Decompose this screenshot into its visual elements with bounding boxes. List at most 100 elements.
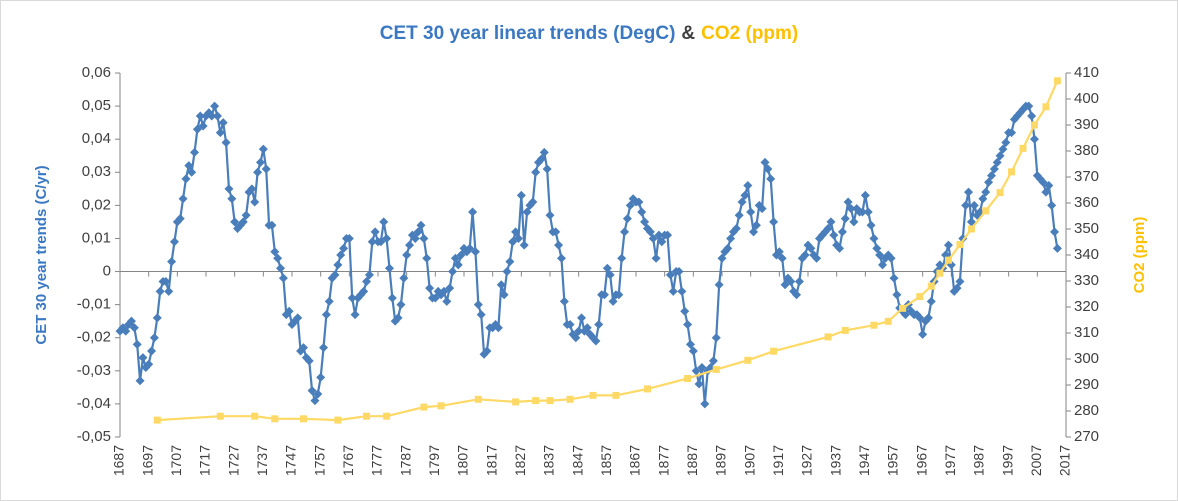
y-tick-label: 0,02 (82, 196, 111, 213)
x-tick-label: 1827 (512, 445, 528, 476)
y2-axis-title: CO2 (ppm) (1131, 217, 1148, 294)
title-part: CO2 (ppm) (701, 23, 798, 44)
data-point (1024, 101, 1034, 111)
data-point (726, 233, 736, 243)
data-point (1019, 144, 1027, 152)
data-point (470, 247, 480, 257)
y2-tick-label: 390 (1074, 116, 1099, 133)
data-point (955, 276, 965, 286)
data-point (241, 210, 251, 220)
data-point (565, 319, 575, 329)
data-point (258, 144, 268, 154)
data-point (734, 210, 744, 220)
title-part: & (681, 23, 695, 44)
data-point (1044, 181, 1054, 191)
data-point (866, 220, 876, 230)
data-point (875, 250, 885, 260)
data-point (566, 395, 574, 403)
y-tick-label: 0,03 (82, 163, 111, 180)
data-point (797, 253, 807, 263)
data-point (255, 157, 265, 167)
data-point (516, 190, 526, 200)
data-point (711, 333, 721, 343)
data-point (238, 217, 248, 227)
x-tick-label: 1727 (225, 445, 241, 476)
data-point (634, 197, 644, 207)
data-point (430, 293, 440, 303)
data-point (637, 207, 647, 217)
y2-tick-label: 350 (1074, 220, 1099, 237)
data-point (539, 147, 549, 157)
data-point (860, 190, 870, 200)
data-point (746, 207, 756, 217)
data-point (969, 200, 979, 210)
data-point (437, 402, 445, 410)
y2-tick-label: 360 (1074, 194, 1099, 211)
data-point (824, 333, 832, 341)
data-point (677, 286, 687, 296)
series-line (157, 80, 1059, 422)
data-point (556, 253, 566, 263)
data-point (792, 290, 802, 300)
data-point (878, 260, 888, 270)
data-point (482, 346, 492, 356)
data-point (399, 273, 409, 283)
data-point (770, 347, 778, 355)
x-tick-label: 1897 (713, 445, 729, 476)
data-point (448, 267, 458, 277)
x-tick-label: 1717 (197, 445, 213, 476)
data-point (654, 230, 664, 240)
data-point (247, 184, 257, 194)
data-point (869, 233, 879, 243)
data-point (513, 233, 523, 243)
data-point (812, 253, 822, 263)
data-point (210, 101, 220, 111)
data-point (744, 356, 752, 364)
data-point (674, 267, 684, 277)
data-point (336, 250, 346, 260)
data-point (155, 286, 165, 296)
data-point (468, 207, 478, 217)
x-tick-label: 1877 (655, 445, 671, 476)
data-point (608, 296, 618, 306)
data-point (657, 237, 667, 247)
data-point (680, 306, 690, 316)
data-point (261, 164, 271, 174)
data-point (362, 276, 372, 286)
data-point (473, 300, 483, 310)
data-point (685, 339, 695, 349)
data-point (310, 396, 320, 406)
x-tick-label: 1807 (455, 445, 471, 476)
data-point (370, 227, 380, 237)
data-point (936, 269, 944, 277)
data-point (413, 227, 423, 237)
y-tick-label: 0,05 (82, 97, 111, 114)
data-point (1050, 227, 1060, 237)
data-point (684, 375, 692, 382)
data-point (625, 200, 635, 210)
data-point (382, 233, 392, 243)
data-point (886, 253, 896, 263)
data-point (688, 346, 698, 356)
data-point (1042, 103, 1050, 111)
data-point (359, 286, 369, 296)
data-point (829, 230, 839, 240)
data-point (794, 276, 804, 286)
data-point (542, 164, 552, 174)
data-point (253, 167, 263, 177)
data-point (195, 111, 205, 121)
data-point (961, 200, 971, 210)
data-point (599, 290, 609, 300)
data-point (169, 237, 179, 247)
data-point (532, 397, 540, 405)
data-point (138, 353, 148, 363)
data-point (1008, 168, 1016, 176)
data-point (456, 250, 466, 260)
y-tick-label: -0,01 (77, 296, 111, 313)
x-tick-label: 1927 (799, 445, 815, 476)
data-point (307, 386, 317, 396)
data-point (577, 313, 587, 323)
data-point (620, 227, 630, 237)
data-point (198, 121, 208, 131)
